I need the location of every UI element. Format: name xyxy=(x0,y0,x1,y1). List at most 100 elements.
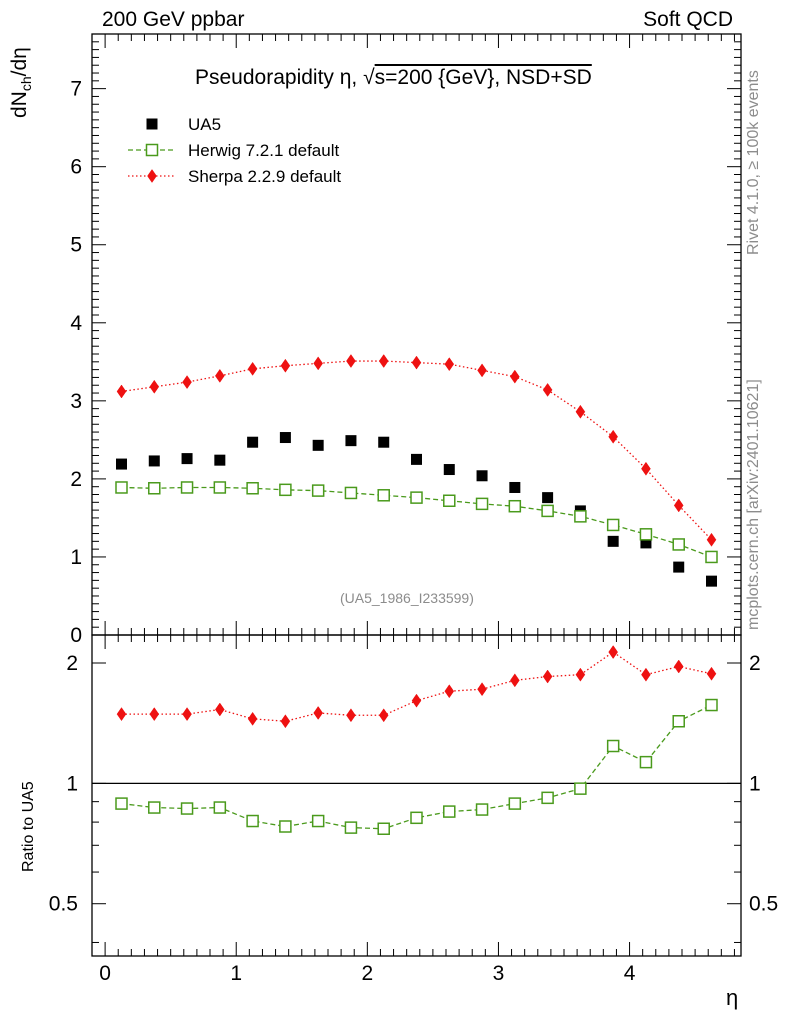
herwig-main-point xyxy=(148,482,161,495)
herwig-ratio-point xyxy=(639,755,653,769)
herwig-main-point xyxy=(344,486,358,500)
sherpa-ratio-point xyxy=(116,707,127,722)
ratio-y-tick-label-right: 2 xyxy=(749,652,761,675)
legend-ua5-marker xyxy=(146,118,158,130)
herwig-ratio-point xyxy=(443,805,456,818)
sherpa-ratio-point xyxy=(378,708,389,723)
sherpa-main-point xyxy=(215,368,225,383)
sherpa-ratio-point xyxy=(706,666,717,681)
sherpa-main-point xyxy=(575,404,586,419)
ua5-data-point xyxy=(509,481,521,493)
herwig-ratio-point xyxy=(410,811,423,825)
ua5-data-point xyxy=(378,436,390,448)
herwig-ratio-line xyxy=(121,704,712,830)
x-tick-label: 3 xyxy=(493,962,505,985)
ua5-data-point xyxy=(148,455,160,467)
herwig-ratio-point xyxy=(213,801,227,814)
sherpa-main-point xyxy=(280,358,291,373)
sherpa-main-point xyxy=(116,384,127,399)
herwig-ratio-point xyxy=(606,739,620,753)
herwig-ratio-point xyxy=(574,782,587,795)
herwig-main-point xyxy=(443,494,456,508)
ratio-panel-frame xyxy=(91,634,742,957)
sherpa-ratio-point xyxy=(313,706,323,720)
herwig-ratio-point xyxy=(475,803,489,816)
ua5-data-point xyxy=(607,535,619,547)
legend-herwig-marker xyxy=(145,143,159,157)
herwig-ratio-point xyxy=(705,698,718,712)
main-y-tick-label: 7 xyxy=(70,78,82,101)
ratio-y-tick-label-right: 0.5 xyxy=(749,893,778,916)
main-y-tick-label: 1 xyxy=(70,546,82,569)
legend-label: Sherpa 2.2.9 default xyxy=(188,167,341,186)
sherpa-ratio-point xyxy=(444,684,455,699)
sherpa-ratio-point xyxy=(149,707,160,722)
ua5-data-point xyxy=(247,436,259,448)
herwig-main-point xyxy=(115,481,128,494)
x-tick-label: 2 xyxy=(361,962,373,985)
sherpa-ratio-point xyxy=(346,708,356,723)
ua5-data-point xyxy=(345,435,357,447)
sherpa-main-point xyxy=(706,532,717,547)
herwig-ratio-point xyxy=(541,791,554,805)
herwig-main-point xyxy=(279,483,292,497)
ratio-y-tick-label-right: 1 xyxy=(749,772,761,795)
y-label-tail: /dη xyxy=(8,47,31,77)
sherpa-main-point xyxy=(182,375,192,390)
sherpa-ratio-point xyxy=(477,682,487,697)
ratio-y-axis-label: Ratio to UA5 xyxy=(20,781,37,872)
sherpa-ratio-line xyxy=(121,651,712,722)
sherpa-main-point xyxy=(149,379,160,394)
ua5-data-point xyxy=(181,453,193,465)
chart-title-sqrt: √ xyxy=(363,66,375,89)
y-label-sub: ch xyxy=(18,76,35,92)
sherpa-ratio-point xyxy=(411,693,422,708)
sherpa-main-point xyxy=(378,354,389,368)
herwig-main-point xyxy=(410,491,423,504)
main-y-tick-label: 3 xyxy=(70,390,82,413)
sherpa-ratio-point xyxy=(542,669,553,684)
main-data-marks xyxy=(115,354,718,587)
ua5-data-point xyxy=(411,453,422,465)
sherpa-main-point xyxy=(444,357,455,372)
main-y-axis-label: dNch/dη xyxy=(8,47,34,118)
x-tick-label: 1 xyxy=(230,962,242,985)
sherpa-main-point xyxy=(542,382,553,397)
ua5-data-point xyxy=(673,561,685,573)
herwig-main-point xyxy=(541,504,554,518)
herwig-ratio-point xyxy=(115,797,128,810)
herwig-main-point xyxy=(672,538,685,551)
ua5-data-point xyxy=(542,492,554,504)
ua5-data-point xyxy=(706,575,717,587)
ua5-data-point xyxy=(312,439,324,451)
sherpa-main-point xyxy=(510,369,520,384)
sherpa-ratio-point xyxy=(510,673,520,688)
main-y-tick-label: 2 xyxy=(70,468,82,491)
main-y-tick-label: 0 xyxy=(70,624,82,647)
herwig-main-point xyxy=(705,550,718,564)
ratio-y-tick-label-left: 1 xyxy=(66,772,78,795)
sherpa-ratio-point xyxy=(182,707,192,722)
sherpa-main-point xyxy=(313,356,323,371)
chart-title-pre: Pseudorapidity η, xyxy=(195,66,364,89)
herwig-ratio-point xyxy=(672,715,685,728)
herwig-main-point xyxy=(377,489,390,502)
sherpa-main-point xyxy=(411,355,422,370)
ua5-data-point xyxy=(116,458,127,470)
ua5-data-point xyxy=(640,537,652,549)
rivet-version-text: Rivet 4.1.0, ≥ 100k events xyxy=(745,70,762,255)
x-tick-label: 0 xyxy=(99,962,111,985)
ua5-data-point xyxy=(214,454,226,466)
herwig-main-point xyxy=(311,484,325,497)
axis-ticks: 0 1 2 3 4 0 1 2 3 4 5 6 7 0.5 0.5 1 1 2 2 xyxy=(49,33,778,985)
sherpa-main-point xyxy=(641,461,651,476)
herwig-main-point xyxy=(475,497,489,511)
sherpa-ratio-point xyxy=(575,667,586,682)
ua5-data-point xyxy=(443,464,455,476)
mcplots-source-text: mcplots.cern.ch [arXiv:2401.10621] xyxy=(745,379,762,630)
sherpa-ratio-point xyxy=(641,667,651,682)
sherpa-main-point xyxy=(346,354,356,368)
header-right-title: Soft QCD xyxy=(643,8,733,31)
sherpa-main-point xyxy=(608,429,618,444)
